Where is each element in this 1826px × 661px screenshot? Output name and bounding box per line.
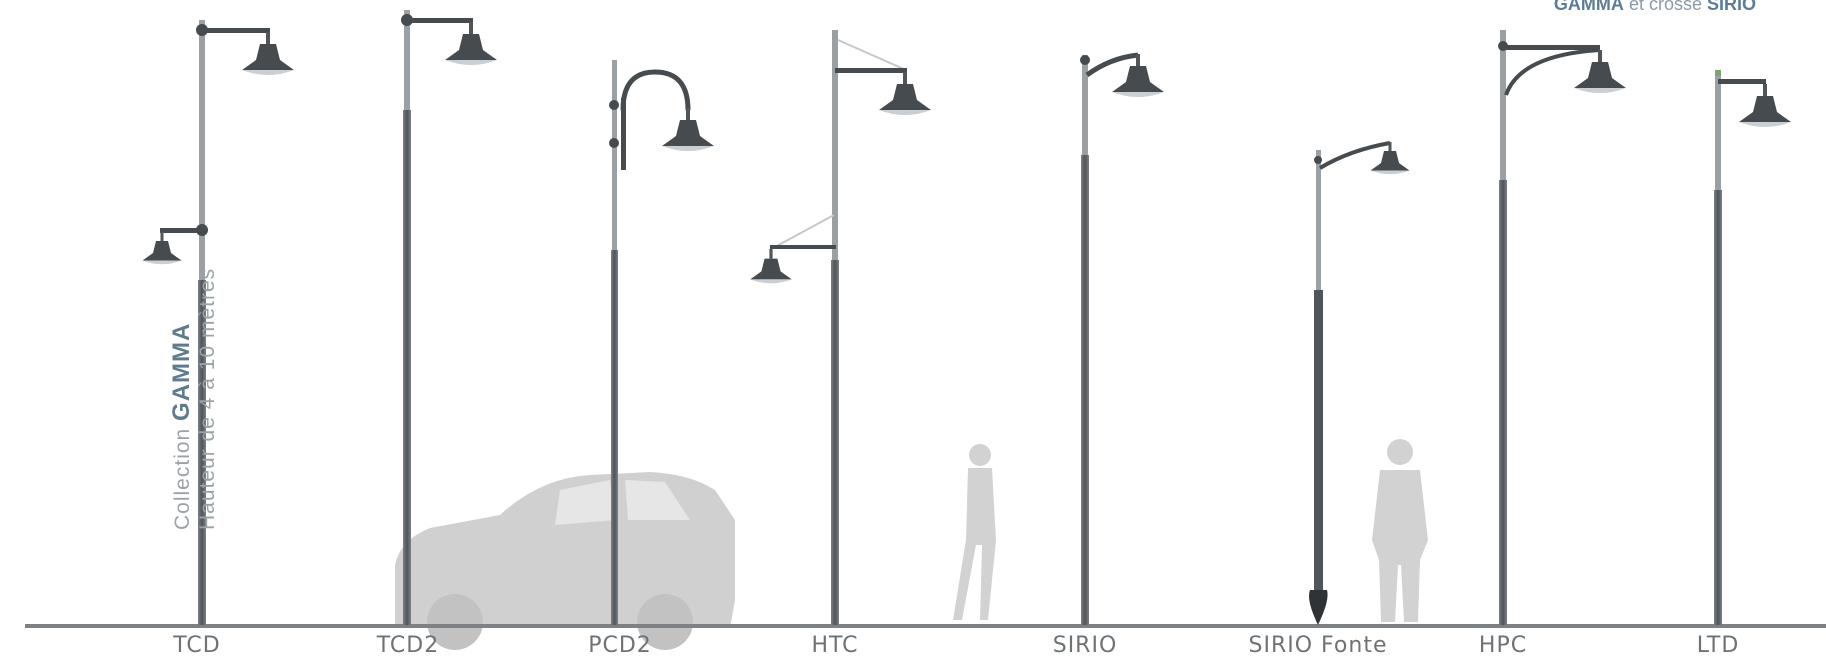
height-range: Hauteur de 4 à 10 mètres bbox=[196, 267, 219, 530]
pole-hpc bbox=[1498, 30, 1626, 625]
car-silhouette bbox=[395, 472, 735, 650]
pole-tcd2 bbox=[401, 10, 497, 625]
collection-title: Collection GAMMA Hauteur de 4 à 10 mètre… bbox=[168, 268, 220, 530]
man-silhouette bbox=[1372, 439, 1428, 622]
woman-silhouette bbox=[953, 444, 996, 620]
top-caption-connector: et crosse bbox=[1628, 0, 1702, 14]
pole-sirio bbox=[1080, 52, 1164, 625]
top-caption-brand: GAMMA bbox=[1553, 0, 1624, 14]
model-label-sirio: SIRIO bbox=[1052, 633, 1118, 658]
ground-line bbox=[25, 624, 1826, 628]
model-label-pcd2: PCD2 bbox=[588, 633, 652, 658]
pole-tcd bbox=[142, 20, 294, 625]
collection-name: GAMMA bbox=[168, 322, 195, 421]
pole-pcd2 bbox=[609, 60, 714, 625]
pole-ltd bbox=[1714, 70, 1791, 625]
model-label-tcd: TCD bbox=[173, 633, 221, 658]
pole-htc bbox=[750, 30, 931, 625]
model-label-hpc: HPC bbox=[1478, 633, 1528, 658]
pole-sirio-fonte bbox=[1309, 141, 1410, 625]
top-caption-brand2: SIRIO bbox=[1706, 0, 1756, 14]
model-label-ltd: LTD bbox=[1696, 633, 1740, 658]
collection-line: Collection GAMMA bbox=[168, 268, 196, 530]
model-label-htc: HTC bbox=[811, 633, 859, 658]
model-label-sirio-fonte: SIRIO Fonte bbox=[1248, 633, 1388, 658]
top-caption: GAMMA et crosse SIRIO bbox=[1554, 0, 1756, 15]
model-label-tcd2: TCD2 bbox=[376, 633, 440, 658]
collection-prefix: Collection bbox=[171, 427, 194, 530]
